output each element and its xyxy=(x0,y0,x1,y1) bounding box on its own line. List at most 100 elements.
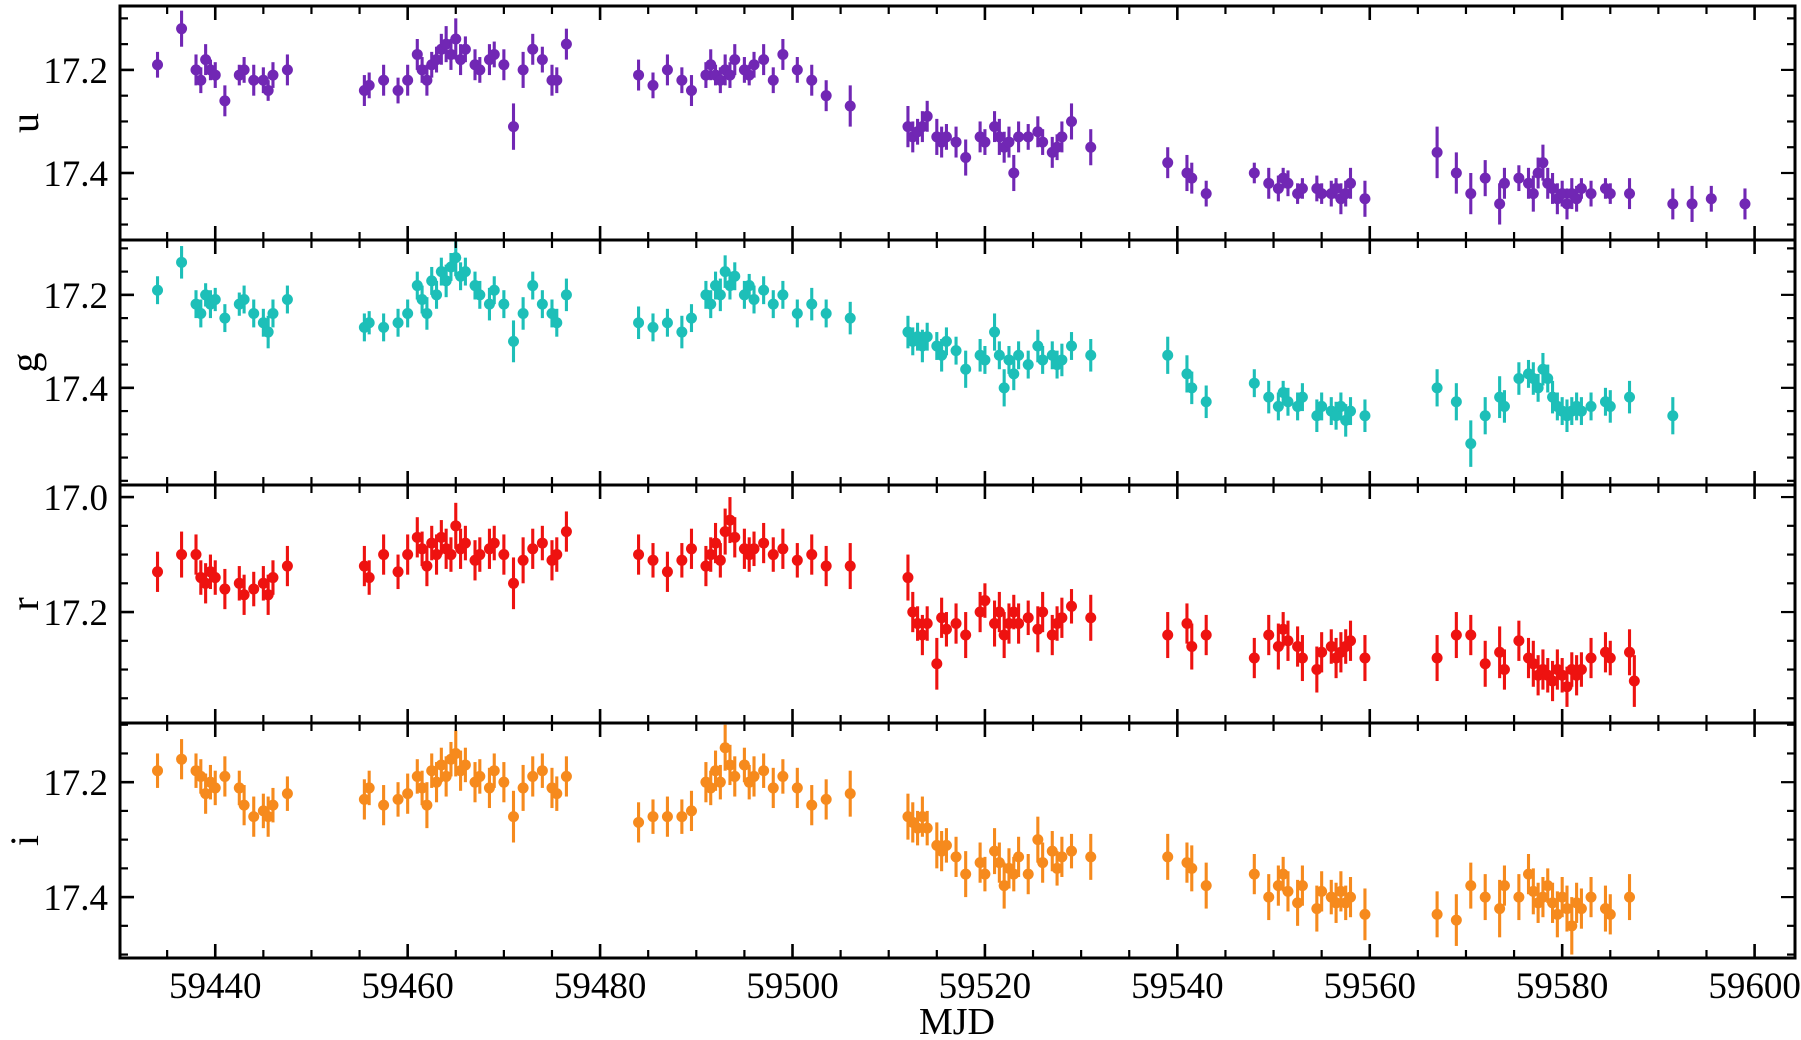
data-point xyxy=(411,531,423,543)
data-point xyxy=(1311,664,1323,676)
data-point xyxy=(1263,891,1275,903)
data-point xyxy=(1056,131,1068,143)
data-point xyxy=(724,759,736,771)
data-point xyxy=(1345,177,1357,189)
data-point xyxy=(791,64,803,76)
data-point xyxy=(551,74,563,86)
data-point xyxy=(998,629,1010,641)
data-point xyxy=(1292,897,1304,909)
series-r xyxy=(152,497,1640,707)
data-point xyxy=(426,275,438,287)
data-point xyxy=(392,85,404,97)
data-point xyxy=(209,572,221,584)
data-point xyxy=(450,520,462,532)
data-point xyxy=(1561,903,1573,915)
data-point xyxy=(767,782,779,794)
data-point xyxy=(551,788,563,800)
data-point xyxy=(912,331,924,343)
data-point xyxy=(705,298,717,310)
data-point xyxy=(1296,880,1308,892)
data-point xyxy=(402,307,414,319)
data-point xyxy=(1263,391,1275,403)
data-point xyxy=(1022,131,1034,143)
plot-root: 17.217.4u17.217.4g17.017.2r17.217.4i5944… xyxy=(2,4,1801,1007)
data-point xyxy=(1575,182,1587,194)
data-point xyxy=(1282,177,1294,189)
data-point xyxy=(700,560,712,572)
data-point xyxy=(979,868,991,880)
data-point xyxy=(936,349,948,361)
data-point xyxy=(1513,172,1525,184)
data-point xyxy=(459,43,471,55)
x-axis-title: MJD xyxy=(919,1001,995,1040)
data-point xyxy=(498,549,510,561)
data-point xyxy=(440,770,452,782)
data-point xyxy=(777,48,789,60)
y-axis-band-label-i: i xyxy=(2,835,47,846)
data-point xyxy=(907,606,919,618)
data-point xyxy=(200,54,212,66)
data-point xyxy=(714,74,726,86)
data-point xyxy=(421,799,433,811)
data-point xyxy=(560,38,572,50)
data-point xyxy=(993,857,1005,869)
data-point xyxy=(916,121,928,133)
data-point xyxy=(440,38,452,50)
data-point xyxy=(767,549,779,561)
data-point xyxy=(979,595,991,607)
data-point xyxy=(498,59,510,71)
data-point xyxy=(1556,188,1568,200)
data-point xyxy=(767,298,779,310)
data-point xyxy=(979,136,991,148)
data-point xyxy=(363,79,375,91)
data-point xyxy=(152,59,164,71)
data-point xyxy=(1537,363,1549,375)
data-point xyxy=(661,811,673,823)
data-point xyxy=(262,811,274,823)
data-point xyxy=(1575,903,1587,915)
data-point xyxy=(1037,136,1049,148)
data-point xyxy=(1547,182,1559,194)
series-i xyxy=(152,724,1636,955)
y-tick-label: 17.2 xyxy=(43,276,108,317)
data-point xyxy=(431,289,443,301)
y-tick-label: 17.2 xyxy=(43,51,108,92)
data-point xyxy=(450,747,462,759)
data-point xyxy=(738,289,750,301)
data-point xyxy=(1248,377,1260,389)
data-point xyxy=(257,74,269,86)
data-point xyxy=(719,526,731,538)
data-point xyxy=(1575,405,1587,417)
panel-r: 17.0 17.2r xyxy=(2,478,1797,725)
data-point xyxy=(431,54,443,66)
data-point xyxy=(1498,177,1510,189)
data-point xyxy=(257,577,269,589)
data-point xyxy=(378,549,390,561)
data-point xyxy=(459,266,471,278)
data-point xyxy=(1181,368,1193,380)
data-point xyxy=(1162,157,1174,169)
data-point xyxy=(1296,182,1308,194)
data-point xyxy=(1003,618,1015,630)
data-point xyxy=(940,131,952,143)
data-point xyxy=(1277,868,1289,880)
data-point xyxy=(820,560,832,572)
data-point xyxy=(921,331,933,343)
data-point xyxy=(176,549,188,561)
data-point xyxy=(233,782,245,794)
data-point xyxy=(1248,652,1260,664)
data-point xyxy=(1311,903,1323,915)
data-point xyxy=(1066,600,1078,612)
data-point xyxy=(1162,851,1174,863)
data-point xyxy=(1056,354,1068,366)
data-point xyxy=(1465,629,1477,641)
data-point xyxy=(445,549,457,561)
data-point xyxy=(358,560,370,572)
data-point xyxy=(1450,914,1462,926)
data-point xyxy=(435,531,447,543)
data-point xyxy=(1547,897,1559,909)
y-axis-band-label-g: g xyxy=(2,353,47,373)
data-point xyxy=(507,811,519,823)
data-point xyxy=(536,765,548,777)
data-point xyxy=(633,317,645,329)
